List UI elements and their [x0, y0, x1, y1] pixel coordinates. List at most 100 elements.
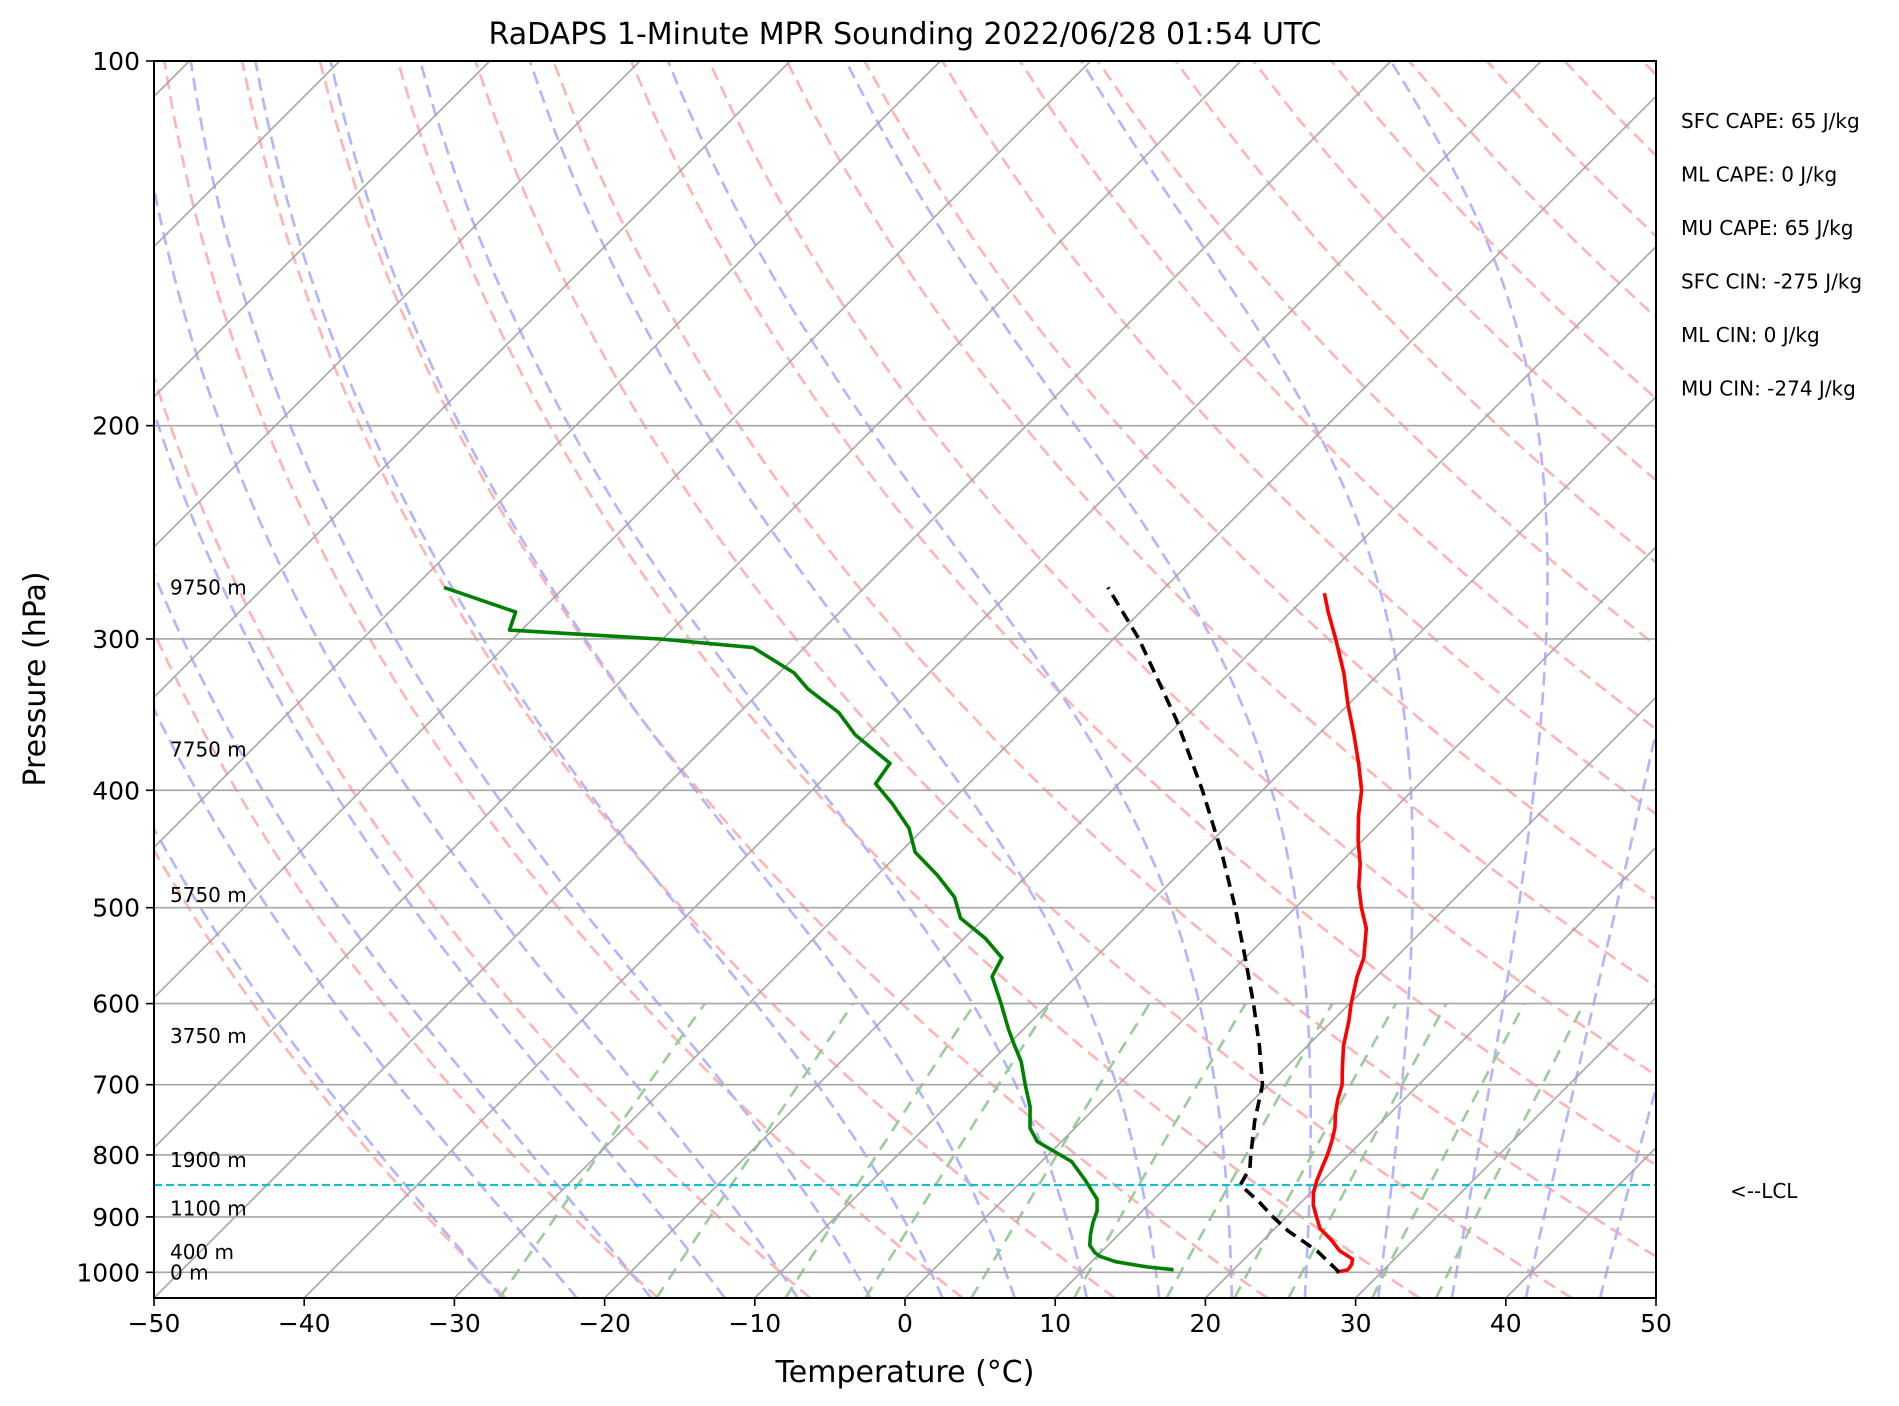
- dry-adiabat: [941, 61, 1656, 816]
- moist-adiabat: [418, 61, 1089, 1298]
- isotherm: [154, 61, 491, 398]
- dry-adiabat: [1563, 61, 1656, 158]
- dry-adiabat: [1330, 61, 1656, 401]
- dry-adiabat: [707, 61, 1656, 1077]
- isotherm: [154, 61, 1092, 999]
- x-tick-label: 40: [1490, 1309, 1522, 1338]
- x-tick-label: −50: [128, 1309, 181, 1338]
- dry-adiabat: [1798, 61, 1899, 1298]
- isotherm: [1655, 1296, 1656, 1298]
- x-tick-label: −20: [578, 1309, 631, 1338]
- isotherm: [604, 245, 1656, 1298]
- isotherm: [453, 95, 1656, 1298]
- sounding-traces: [154, 585, 1656, 1275]
- moist-adiabat: [1389, 61, 1549, 1298]
- height-label: 9750 m: [170, 575, 247, 599]
- dry-adiabat: [154, 373, 812, 1298]
- x-tick-label: −10: [728, 1309, 781, 1338]
- height-label: 0 m: [170, 1260, 209, 1284]
- lcl-label: <--LCL: [1730, 1179, 1798, 1203]
- mixing-ratio-line: [655, 1002, 855, 1298]
- stat-label: MU CAPE: 65 J/kg: [1681, 216, 1853, 240]
- dry-adiabat: [785, 61, 1656, 989]
- dry-adiabat: [1641, 61, 1656, 77]
- moist-adiabat: [154, 408, 726, 1298]
- moist-adiabat: [329, 61, 1016, 1298]
- x-tick-label: −40: [278, 1309, 331, 1338]
- dry-adiabat: [1876, 61, 1899, 1298]
- y-tick-label: 700: [92, 1071, 140, 1100]
- dry-adiabat: [1485, 61, 1656, 239]
- moist-adiabat: [844, 61, 1312, 1298]
- moist-adiabat: [254, 61, 944, 1298]
- stat-label: MU CIN: -274 J/kg: [1681, 377, 1856, 401]
- mixing-ratio-line: [1371, 1002, 1526, 1298]
- dry-adiabat: [154, 629, 659, 1298]
- y-tick-label: 400: [92, 776, 140, 805]
- mixing-ratio-line: [864, 1002, 1052, 1298]
- y-tick-label: 800: [92, 1141, 140, 1170]
- x-tick-label: 10: [1039, 1309, 1071, 1338]
- isotherm: [1355, 996, 1656, 1298]
- temperature-trace: [1311, 592, 1369, 1275]
- dry-adiabat: [318, 61, 1268, 1298]
- moist-adiabat: [154, 181, 799, 1298]
- height-label: 1900 m: [170, 1148, 247, 1172]
- mixing-ratio-line: [1165, 1002, 1334, 1298]
- dry-adiabat: [154, 847, 507, 1298]
- annotations: 9750 m 7750 m 5750 m 3750 m 1900 m 1100 m 400 …: [170, 109, 1862, 1284]
- y-tick-label: 300: [92, 625, 140, 654]
- dry-adiabat: [474, 61, 1573, 1298]
- moist-adiabat: [154, 571, 653, 1298]
- mixing-ratio-line: [1434, 1003, 1586, 1298]
- height-label: 3750 m: [170, 1024, 247, 1048]
- x-tick-label: 20: [1189, 1309, 1221, 1338]
- dry-adiabat: [1096, 61, 1656, 648]
- height-label: 5750 m: [170, 883, 247, 907]
- dry-adiabat: [1174, 61, 1656, 565]
- height-label: 400 m: [170, 1240, 234, 1264]
- isotherm: [754, 395, 1656, 1298]
- moist-adiabat: [666, 61, 1234, 1298]
- height-label: 7750 m: [170, 737, 247, 761]
- chart-title: RaDAPS 1-Minute MPR Sounding 2022/06/28 …: [489, 17, 1322, 52]
- mixing-ratio-line: [1233, 1002, 1398, 1298]
- moist-adiabat: [154, 826, 504, 1298]
- dry-adiabat: [1019, 61, 1656, 731]
- dry-adiabat: [629, 61, 1656, 1167]
- y-tick-label: 200: [92, 412, 140, 441]
- moist-adiabat: [154, 706, 579, 1298]
- isotherm: [154, 61, 791, 699]
- moist-adiabat: [1524, 725, 1656, 1298]
- stat-label: SFC CIN: -275 J/kg: [1681, 270, 1862, 294]
- mixing-ratio-line: [498, 1002, 706, 1298]
- moist-adiabat: [1080, 61, 1415, 1298]
- mixing-ratio-line: [784, 1002, 976, 1298]
- height-label: 1100 m: [170, 1197, 247, 1221]
- y-tick-label: 900: [92, 1203, 140, 1232]
- y-tick-label: 500: [92, 894, 140, 923]
- dry-adiabat: [240, 61, 1116, 1298]
- y-tick-label: 100: [92, 47, 140, 76]
- dewpoint-trace: [443, 585, 1174, 1272]
- isotherm: [904, 545, 1656, 1298]
- y-tick-label: 1000: [76, 1258, 140, 1287]
- dry-adiabat: [163, 61, 964, 1298]
- isotherm: [303, 61, 1542, 1298]
- isotherm: [1054, 696, 1656, 1298]
- isotherm: [154, 61, 641, 549]
- dry-adiabat: [552, 61, 1656, 1259]
- stat-label: SFC CAPE: 65 J/kg: [1681, 109, 1860, 133]
- y-tick-label: 600: [92, 990, 140, 1019]
- isotherm: [154, 61, 1392, 1298]
- stat-label: ML CIN: 0 J/kg: [1681, 323, 1820, 347]
- x-axis-label: Temperature (°C): [775, 1355, 1035, 1390]
- isotherm: [154, 61, 1242, 1149]
- background-lines: [154, 61, 1899, 1298]
- mixing-ratio-line: [1072, 1002, 1247, 1298]
- moist-adiabat: [1598, 1083, 1656, 1298]
- moist-adiabat: [1675, 61, 1899, 1298]
- dry-adiabat: [863, 61, 1656, 902]
